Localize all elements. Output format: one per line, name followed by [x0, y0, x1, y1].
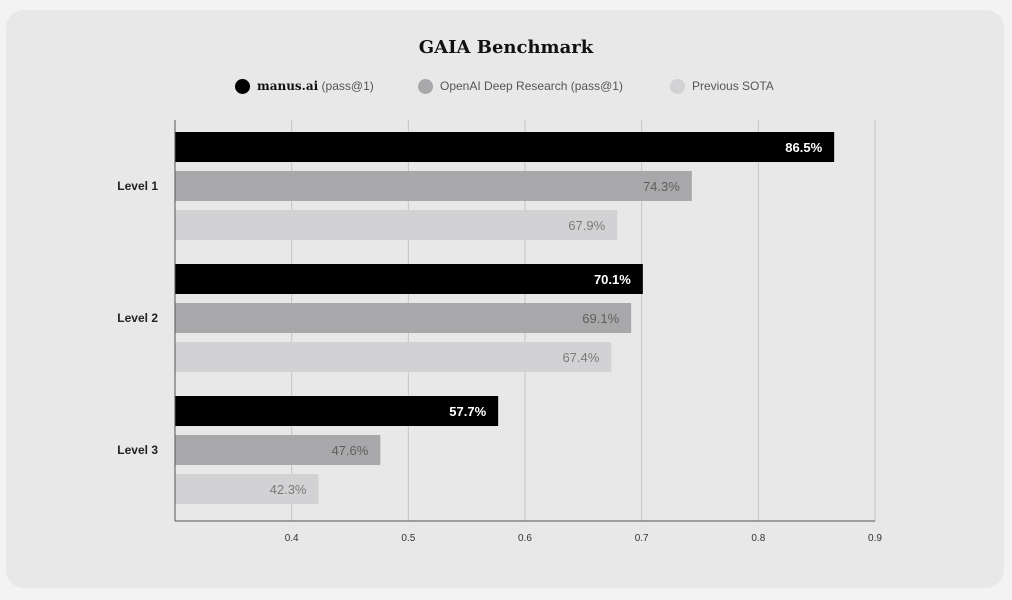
x-tick-label-0.7: 0.7: [635, 533, 649, 544]
category-label-1: Level 1: [117, 179, 158, 193]
bar-3-2: [175, 342, 612, 372]
bar-1-3: [175, 396, 499, 426]
x-tick-label-0.5: 0.5: [401, 533, 415, 544]
data-label-3-1: 67.9%: [568, 218, 605, 233]
bar-2-2: [175, 303, 632, 333]
x-tick-label-0.9: 0.9: [868, 533, 882, 544]
data-label-1-1: 86.5%: [785, 140, 822, 155]
legend-item-manus: manus.ai (pass@1): [235, 77, 374, 95]
bar-1-1: [175, 132, 835, 162]
legend-item-openai: OpenAI Deep Research (pass@1): [418, 77, 623, 95]
category-label-3: Level 3: [117, 443, 158, 457]
legend-label-manus-suffix: (pass@1): [321, 79, 374, 93]
data-label-3-2: 67.4%: [562, 350, 599, 365]
legend-label-manus: manus.ai: [257, 79, 319, 93]
chart-title: GAIA Benchmark: [418, 37, 594, 58]
x-tick-label-0.8: 0.8: [751, 533, 765, 544]
bar-1-2: [175, 264, 643, 294]
legend-swatch-previous-sota: [670, 78, 685, 94]
legend-swatch-openai: [418, 78, 433, 94]
x-tick-label-0.4: 0.4: [285, 533, 299, 544]
legend-item-previous-sota: Previous SOTA: [670, 77, 774, 95]
bar-2-3: [175, 435, 381, 465]
x-tick-label-0.6: 0.6: [518, 533, 532, 544]
data-label-1-3: 57.7%: [449, 404, 486, 419]
data-label-2-1: 74.3%: [643, 179, 680, 194]
bar-2-1: [175, 171, 692, 201]
legend-swatch-manus: [235, 78, 250, 94]
legend-label-openai: OpenAI Deep Research (pass@1): [440, 79, 623, 93]
data-label-2-2: 69.1%: [582, 311, 619, 326]
data-label-2-3: 47.6%: [331, 443, 368, 458]
bar-3-3: [175, 474, 319, 504]
legend-label-previous-sota: Previous SOTA: [692, 79, 774, 93]
category-label-2: Level 2: [117, 311, 158, 325]
bar-3-1: [175, 210, 618, 240]
data-label-1-2: 70.1%: [594, 272, 631, 287]
chart-legend: manus.ai (pass@1) OpenAI Deep Research (…: [0, 77, 1012, 95]
chart-card: [6, 10, 1004, 588]
data-label-3-3: 42.3%: [270, 482, 307, 497]
